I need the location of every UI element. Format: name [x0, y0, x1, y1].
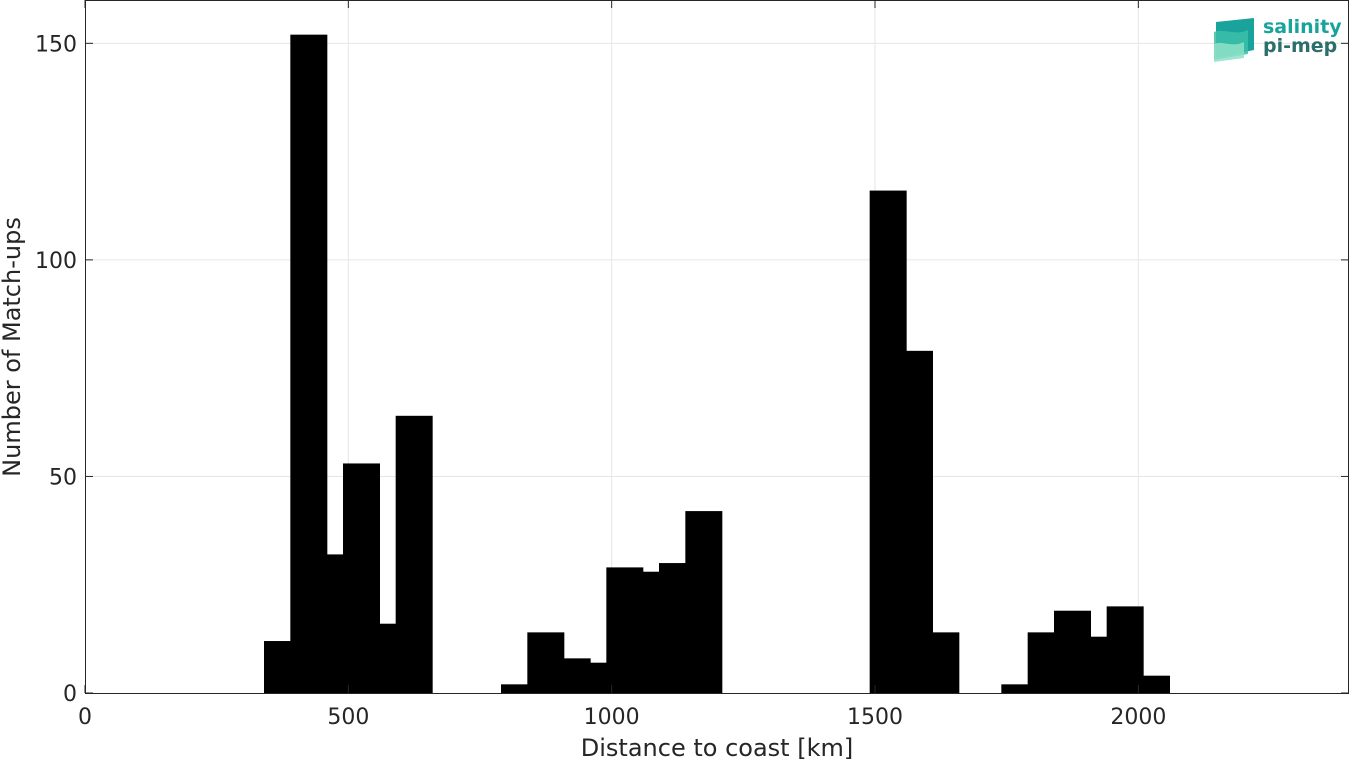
y-tick-label: 150: [35, 32, 77, 57]
logo-mark-icon: [1214, 18, 1254, 62]
y-tick-label: 0: [63, 682, 77, 707]
bars-group: [264, 34, 1170, 693]
ticks-group: 0 500 1000 1500 2000 0 50 100 150: [35, 0, 1349, 730]
x-tick-label: 1500: [847, 705, 903, 730]
axes-box: [85, 0, 1349, 694]
bar: [685, 511, 723, 693]
x-tick-label: 2000: [1110, 705, 1166, 730]
bar: [395, 415, 433, 693]
x-tick-label: 0: [78, 705, 92, 730]
x-tick-label: 500: [327, 705, 369, 730]
bar: [1133, 675, 1170, 693]
y-tick-label: 50: [49, 465, 77, 490]
bar: [1001, 684, 1039, 693]
axes-group: [85, 0, 1349, 694]
x-axis-label: Distance to coast [km]: [581, 734, 853, 761]
bar: [922, 632, 960, 693]
x-tick-label: 1000: [584, 705, 640, 730]
logo-text-line1: salinity: [1263, 16, 1342, 38]
y-tick-label: 100: [35, 249, 77, 274]
y-axis-label: Number of Match-ups: [0, 217, 26, 477]
logo-text-line2: pi-mep: [1263, 35, 1337, 57]
bar: [501, 684, 538, 693]
salinity-pi-mep-logo: salinity pi-mep: [1214, 16, 1342, 62]
